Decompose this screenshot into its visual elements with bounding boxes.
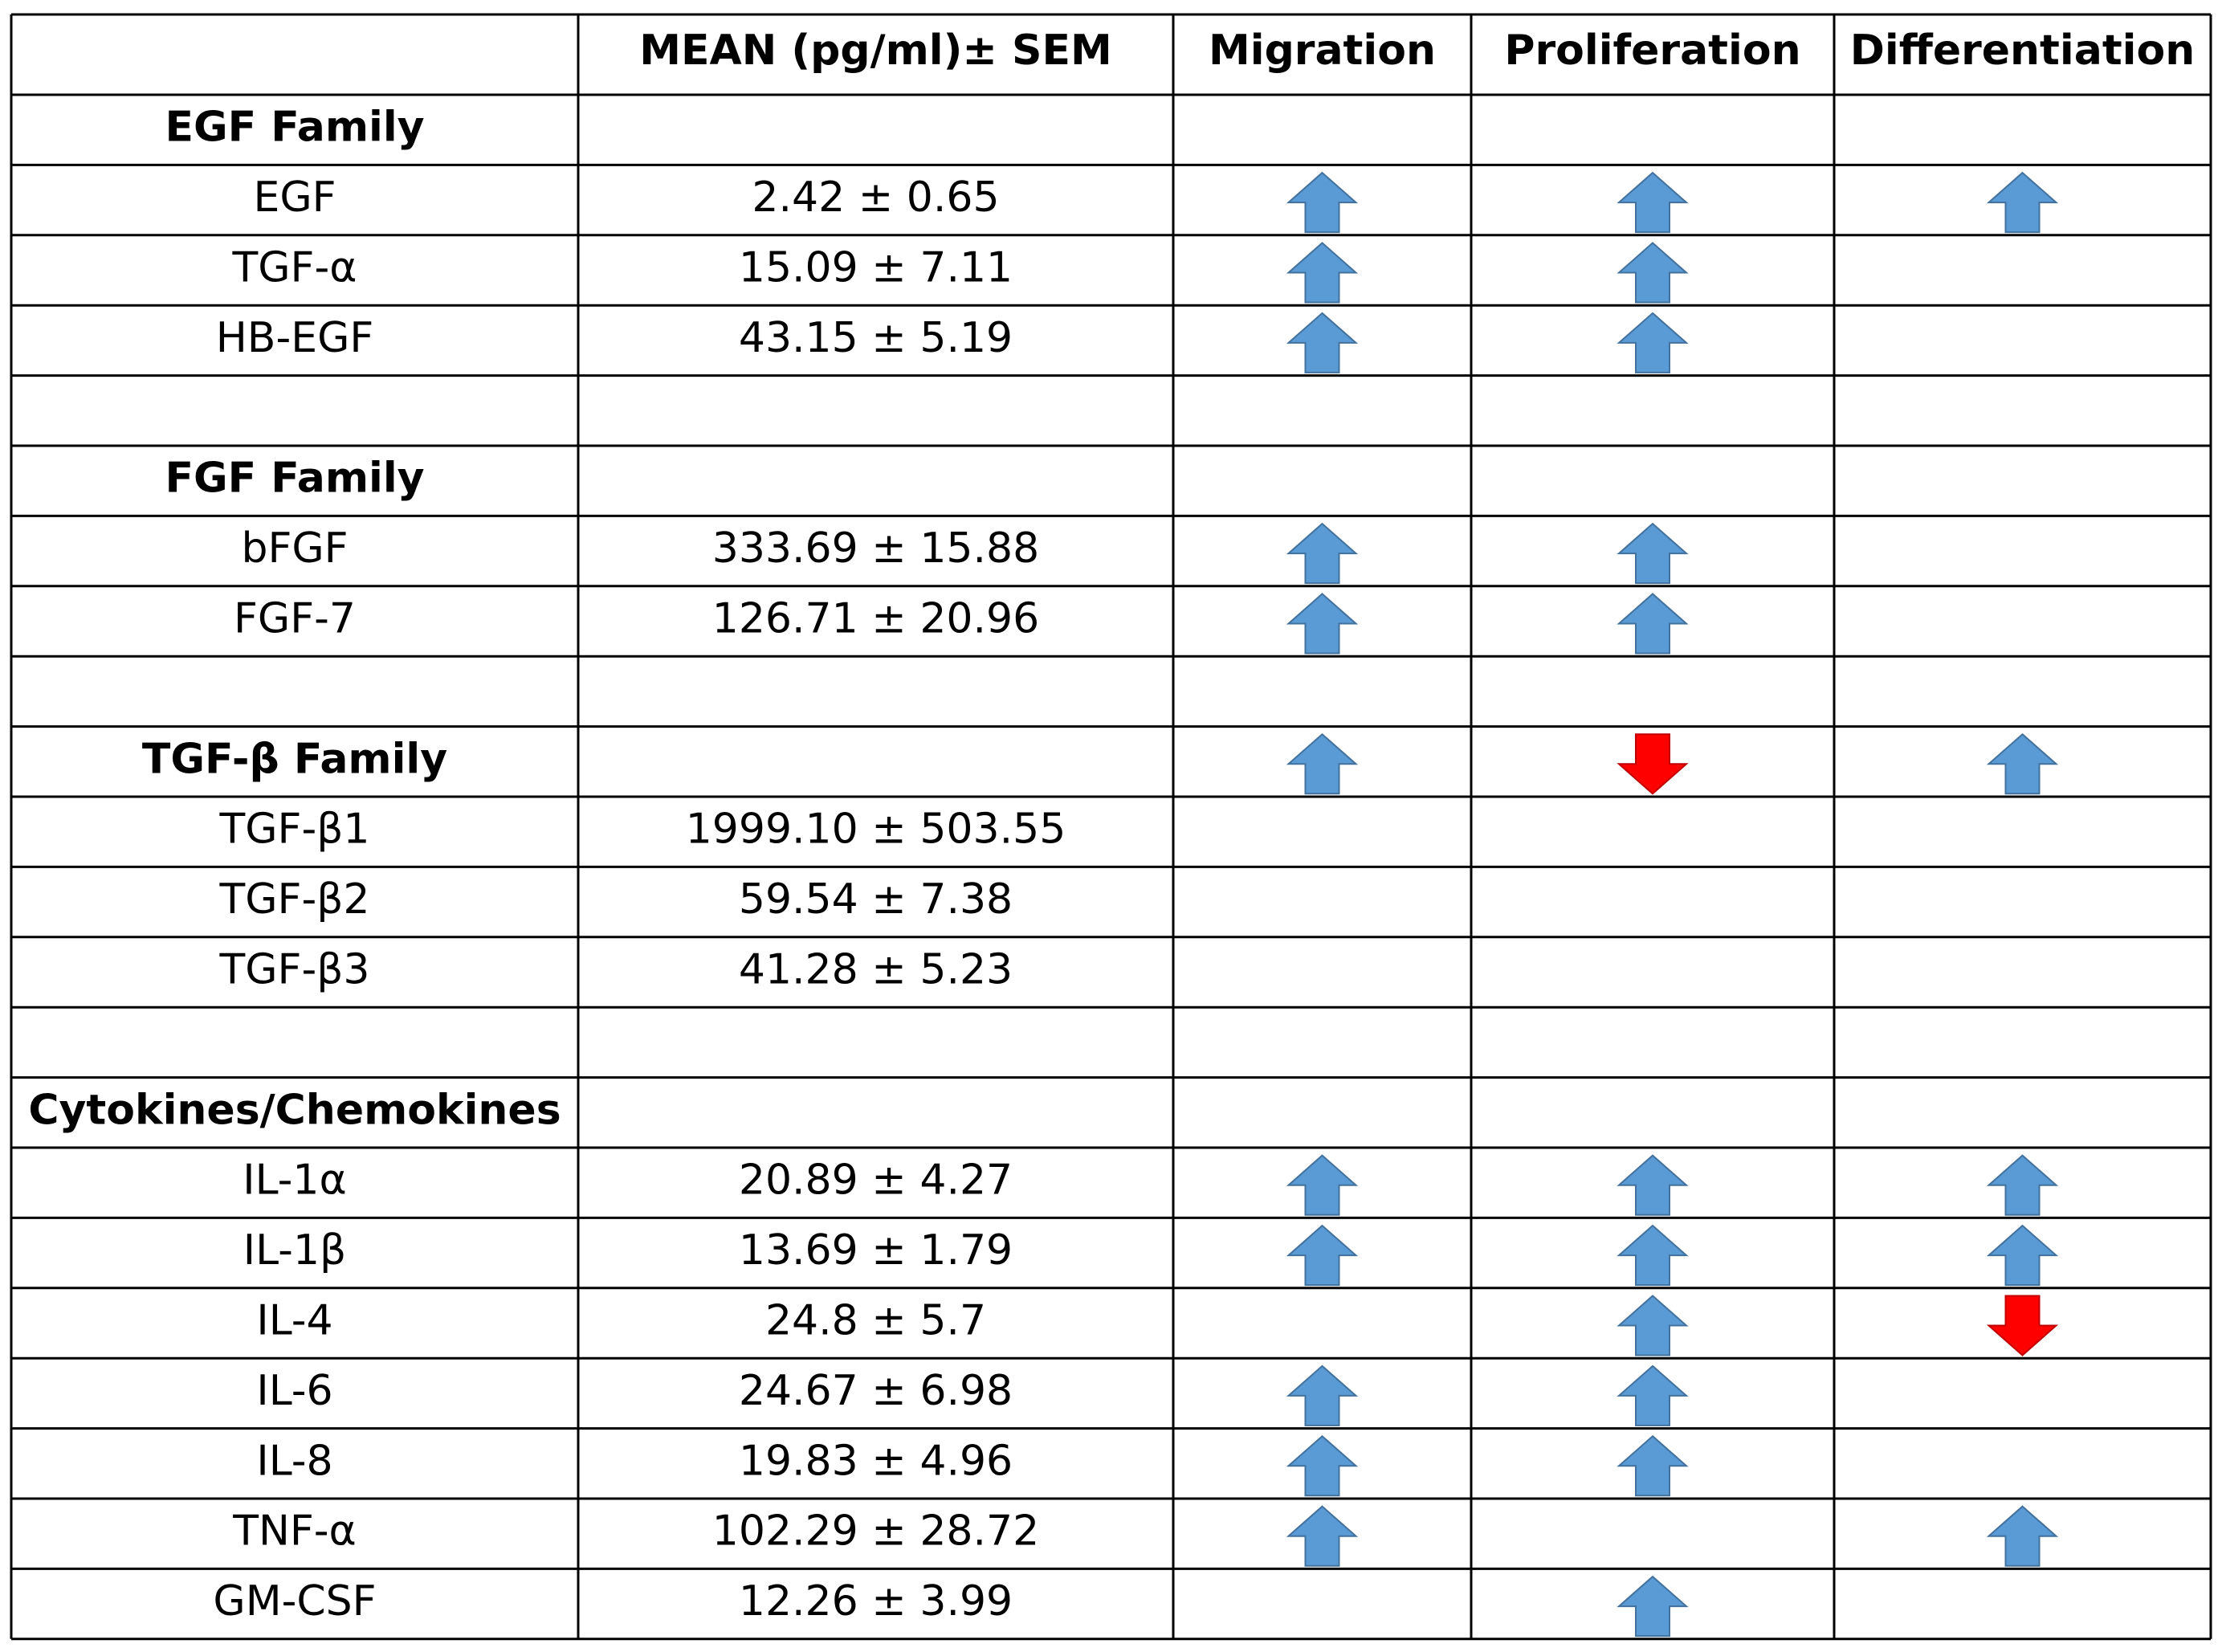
arrow-up <box>1286 1224 1359 1287</box>
section-label: Cytokines/Chemokines <box>28 1086 561 1134</box>
arrow-up <box>1286 593 1359 655</box>
mean-value: 43.15 ± 5.19 <box>739 314 1013 362</box>
row-label: TGF-β1 <box>218 806 369 854</box>
row-label: TGF-β3 <box>218 946 369 994</box>
mean-value: 333.69 ± 15.88 <box>712 524 1039 573</box>
arrow-up <box>1617 593 1689 655</box>
arrow-up <box>1986 1505 2059 1567</box>
section-label: TGF-β Family <box>142 735 447 783</box>
arrow-up <box>1986 1224 2059 1287</box>
mean-value: 102.29 ± 28.72 <box>712 1507 1039 1556</box>
row-label: IL-6 <box>256 1367 332 1415</box>
mean-value: 15.09 ± 7.11 <box>739 244 1013 292</box>
row-label: IL-1α <box>243 1156 347 1205</box>
arrow-up <box>1617 522 1689 585</box>
mean-value: 20.89 ± 4.27 <box>739 1156 1013 1205</box>
row-label: TNF-α <box>232 1507 357 1556</box>
arrow-up <box>1286 1505 1359 1567</box>
row-label: GM-CSF <box>213 1577 376 1625</box>
column-header: Proliferation <box>1504 27 1800 75</box>
row-label: TGF-α <box>231 244 357 292</box>
mean-value: 41.28 ± 5.23 <box>739 946 1013 994</box>
row-label: HB-EGF <box>216 314 374 362</box>
arrow-up <box>1617 1575 1689 1638</box>
mean-value: 59.54 ± 7.38 <box>739 875 1013 924</box>
mean-value: 24.67 ± 6.98 <box>739 1367 1013 1415</box>
section-label: EGF Family <box>165 104 424 152</box>
section-label: FGF Family <box>165 455 424 503</box>
mean-value: 1999.10 ± 503.55 <box>686 806 1066 854</box>
arrow-up <box>1986 1154 2059 1216</box>
arrow-up <box>1617 242 1689 304</box>
arrow-up <box>1617 171 1689 234</box>
arrow-up <box>1617 1224 1689 1287</box>
row-label: FGF-7 <box>234 595 356 643</box>
row-label: TGF-β2 <box>218 875 369 924</box>
mean-value: 19.83 ± 4.96 <box>739 1437 1013 1485</box>
mean-value: 13.69 ± 1.79 <box>739 1226 1013 1275</box>
arrow-up <box>1286 312 1359 373</box>
row-label: IL-1β <box>243 1226 346 1275</box>
mean-value: 2.42 ± 0.65 <box>752 173 999 222</box>
arrow-down <box>1986 1295 2059 1356</box>
arrow-up <box>1617 1154 1689 1216</box>
arrow-up <box>1617 1364 1689 1426</box>
arrow-up <box>1286 1364 1359 1426</box>
arrow-up <box>1286 732 1359 795</box>
arrow-up <box>1617 1295 1689 1356</box>
arrow-up <box>1286 1434 1359 1497</box>
column-header: Differentiation <box>1850 27 2195 75</box>
mean-value: 126.71 ± 20.96 <box>712 595 1039 643</box>
arrow-up <box>1617 1434 1689 1497</box>
row-label: IL-4 <box>256 1297 332 1345</box>
mean-value: 24.8 ± 5.7 <box>765 1297 986 1345</box>
arrow-up <box>1286 1154 1359 1216</box>
row-label: bFGF <box>241 524 348 573</box>
column-header: MEAN (pg/ml)± SEM <box>639 27 1112 75</box>
arrow-up <box>1286 171 1359 234</box>
mean-value: 12.26 ± 3.99 <box>739 1577 1013 1625</box>
arrow-up <box>1286 522 1359 585</box>
arrow-up <box>1617 312 1689 373</box>
column-header: Migration <box>1209 27 1436 75</box>
arrow-up <box>1286 242 1359 304</box>
arrow-up <box>1986 732 2059 795</box>
arrow-up <box>1986 171 2059 234</box>
row-label: IL-8 <box>256 1437 332 1485</box>
row-label: EGF <box>253 173 336 222</box>
arrow-down <box>1617 733 1689 795</box>
